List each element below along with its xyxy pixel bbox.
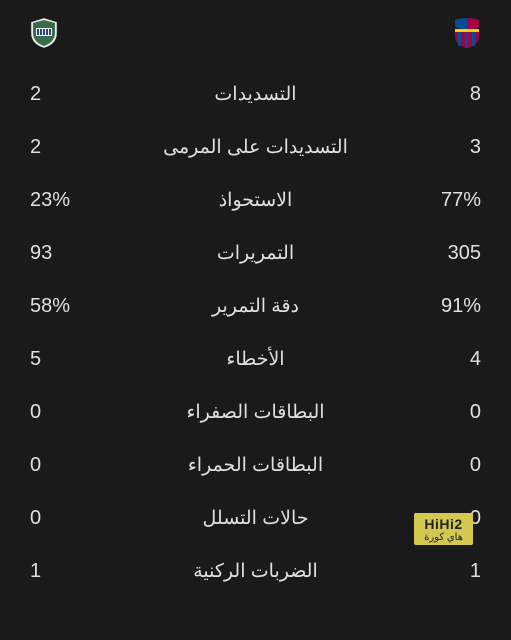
stat-value-left: 0 bbox=[30, 401, 90, 424]
barcelona-crest-icon bbox=[453, 18, 481, 48]
stat-value-right: 3 bbox=[421, 136, 481, 159]
stat-label: البطاقات الصفراء bbox=[90, 401, 421, 424]
stat-label: التسديدات bbox=[90, 83, 421, 106]
stat-value-right: 91% bbox=[421, 295, 481, 318]
stat-row: 23% الاستحواذ 77% bbox=[30, 189, 481, 212]
stat-label: حالات التسلل bbox=[90, 507, 421, 530]
stat-value-left: 2 bbox=[30, 136, 90, 159]
team-crest-right bbox=[453, 18, 481, 53]
watermark-main: HiHi2 bbox=[424, 517, 463, 532]
stat-row: 2 التسديدات على المرمى 3 bbox=[30, 136, 481, 159]
stat-value-right: 0 bbox=[421, 401, 481, 424]
stat-value-left: 23% bbox=[30, 189, 90, 212]
stat-label: التسديدات على المرمى bbox=[90, 136, 421, 159]
stat-value-left: 0 bbox=[30, 454, 90, 477]
stat-label: الاستحواذ bbox=[90, 189, 421, 212]
stat-value-right: 0 bbox=[421, 454, 481, 477]
stat-value-left: 0 bbox=[30, 507, 90, 530]
stat-value-left: 5 bbox=[30, 348, 90, 371]
stat-row: 1 الضربات الركنية 1 bbox=[30, 560, 481, 583]
stat-value-left: 1 bbox=[30, 560, 90, 583]
stat-value-right: 1 bbox=[421, 560, 481, 583]
stat-value-right: 305 bbox=[421, 242, 481, 265]
stat-row: 93 التمريرات 305 bbox=[30, 242, 481, 265]
watermark-sub: هاي كورة bbox=[424, 532, 463, 543]
stat-value-left: 2 bbox=[30, 83, 90, 106]
stat-value-right: 8 bbox=[421, 83, 481, 106]
stat-label: التمريرات bbox=[90, 242, 421, 265]
leganes-crest-icon bbox=[30, 18, 58, 48]
stat-row: 0 البطاقات الصفراء 0 bbox=[30, 401, 481, 424]
stat-value-right: 4 bbox=[421, 348, 481, 371]
stat-label: البطاقات الحمراء bbox=[90, 454, 421, 477]
team-crest-left bbox=[30, 18, 58, 53]
stat-row: 5 الأخطاء 4 bbox=[30, 348, 481, 371]
stat-value-left: 93 bbox=[30, 242, 90, 265]
stat-value-right: 77% bbox=[421, 189, 481, 212]
stat-label: الأخطاء bbox=[90, 348, 421, 371]
watermark: HiHi2 هاي كورة bbox=[414, 513, 473, 545]
stat-value-left: 58% bbox=[30, 295, 90, 318]
stat-label: دقة التمرير bbox=[90, 295, 421, 318]
stat-row: 58% دقة التمرير 91% bbox=[30, 295, 481, 318]
stats-list: 2 التسديدات 8 2 التسديدات على المرمى 3 2… bbox=[30, 83, 481, 583]
teams-header bbox=[30, 18, 481, 53]
stat-row: 0 البطاقات الحمراء 0 bbox=[30, 454, 481, 477]
stat-label: الضربات الركنية bbox=[90, 560, 421, 583]
stat-row: 2 التسديدات 8 bbox=[30, 83, 481, 106]
